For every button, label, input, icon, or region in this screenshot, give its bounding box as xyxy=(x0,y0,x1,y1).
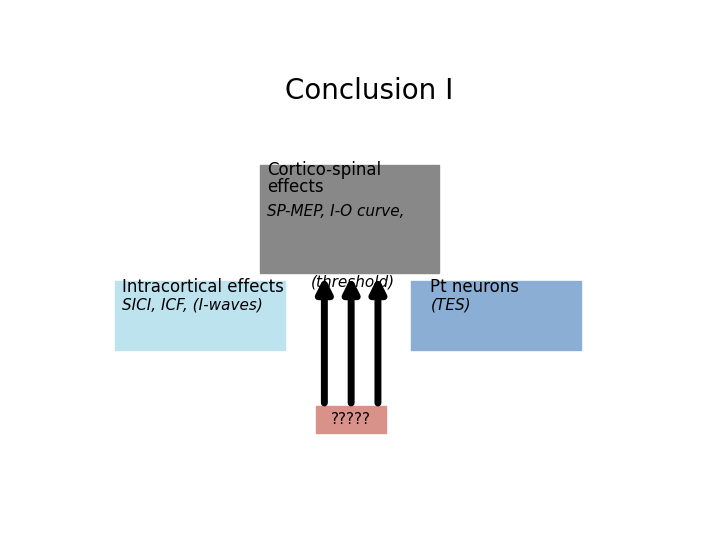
Text: (threshold): (threshold) xyxy=(310,275,395,290)
Text: Conclusion I: Conclusion I xyxy=(285,77,453,105)
Text: Pt neurons: Pt neurons xyxy=(431,278,519,295)
Text: Cortico-spinal: Cortico-spinal xyxy=(267,161,382,179)
Text: ?????: ????? xyxy=(331,411,371,427)
Text: SICI, ICF, (I-waves): SICI, ICF, (I-waves) xyxy=(122,297,263,312)
FancyBboxPatch shape xyxy=(411,281,581,349)
Text: Intracortical effects: Intracortical effects xyxy=(122,278,284,295)
FancyBboxPatch shape xyxy=(115,281,285,349)
FancyBboxPatch shape xyxy=(316,406,386,433)
Text: SP-MEP, I-O curve,: SP-MEP, I-O curve, xyxy=(267,204,405,219)
Text: effects: effects xyxy=(267,178,324,196)
FancyBboxPatch shape xyxy=(260,165,438,273)
Text: (TES): (TES) xyxy=(431,297,471,312)
